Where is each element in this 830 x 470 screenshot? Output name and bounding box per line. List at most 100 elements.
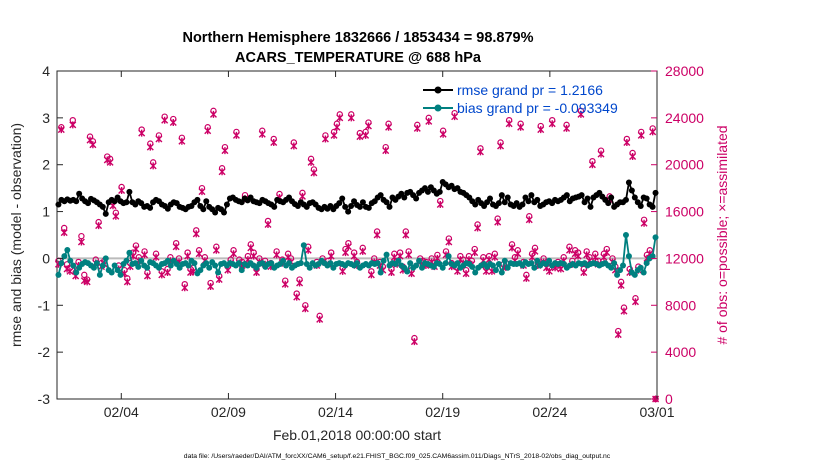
rmse-point: [194, 196, 201, 203]
assimilated-obs-point: [141, 251, 149, 259]
assimilated-obs-point: [505, 120, 513, 128]
bias-point: [472, 269, 479, 276]
bias-point: [445, 253, 452, 260]
rmse-point: [99, 203, 106, 210]
left-y-tick-label: 4: [42, 63, 50, 79]
bias-point: [297, 260, 304, 267]
bias-point: [454, 260, 461, 267]
assimilated-obs-point: [264, 220, 272, 228]
bias-point: [439, 264, 446, 271]
assimilated-obs-point: [184, 252, 192, 260]
plot-area: [56, 70, 658, 400]
assimilated-obs-point: [293, 293, 301, 301]
bias-point: [395, 257, 402, 264]
rmse-point: [212, 209, 219, 216]
bias-point: [327, 260, 334, 267]
bias-point: [167, 262, 174, 269]
assimilated-obs-point: [525, 216, 533, 224]
bias-point: [212, 262, 219, 269]
rmse-point: [383, 199, 390, 206]
bias-point: [383, 251, 390, 258]
assimilated-obs-point: [362, 131, 370, 139]
assimilated-obs-point: [528, 253, 536, 261]
bias-point: [501, 257, 508, 264]
assimilated-obs-point: [451, 113, 459, 121]
assimilated-obs-point: [436, 201, 444, 209]
bias-point: [469, 263, 476, 270]
left-y-tick-label: 3: [42, 110, 50, 126]
rmse-point: [563, 192, 570, 199]
assimilated-obs-point: [209, 110, 217, 118]
assimilated-obs-point: [258, 130, 266, 138]
assimilated-obs-point: [350, 252, 358, 260]
rmse-point: [608, 194, 615, 201]
rmse-point: [519, 201, 526, 208]
assimilated-obs-point: [66, 267, 74, 275]
bias-point: [617, 267, 624, 274]
bias-point: [280, 257, 287, 264]
assimilated-obs-point: [310, 169, 318, 177]
bias-point: [64, 246, 71, 253]
assimilated-obs-point: [198, 188, 206, 196]
assimilated-obs-point: [356, 133, 364, 141]
rmse-point: [365, 204, 372, 211]
assimilated-obs-point: [617, 281, 625, 289]
rmse-point: [649, 203, 656, 210]
bias-point: [614, 271, 621, 278]
data-file-footer: data file: /Users/raeder/DAI/ATM_forcXX/…: [184, 453, 611, 460]
assimilated-obs-point: [138, 129, 146, 137]
assimilated-obs-point: [545, 267, 553, 275]
bias-point: [640, 269, 647, 276]
bias-point: [643, 260, 650, 267]
bias-point: [111, 262, 118, 269]
bias-point: [504, 264, 511, 271]
bias-point: [99, 262, 106, 269]
bias-point: [637, 264, 644, 271]
bias-point: [238, 267, 245, 274]
rmse-point: [401, 194, 408, 201]
assimilated-obs-point: [522, 274, 530, 282]
assimilated-obs-point: [336, 114, 344, 122]
rmse-point: [501, 199, 508, 206]
assimilated-obs-point: [620, 307, 628, 315]
assimilated-obs-point: [339, 267, 347, 275]
bias-point: [268, 260, 275, 267]
x-tick-label: 02/24: [532, 404, 567, 420]
bias-point: [108, 269, 115, 276]
bias-point: [649, 253, 656, 260]
rmse-point: [495, 200, 502, 207]
assimilated-obs-point: [327, 252, 335, 260]
legend-rmse-marker: [434, 86, 442, 94]
rmse-point: [345, 208, 352, 215]
assimilated-obs-point: [344, 243, 352, 251]
right-y-tick-label: 28000: [665, 63, 704, 79]
rmse-point: [336, 200, 343, 207]
bias-point: [191, 260, 198, 267]
bias-point: [495, 261, 502, 268]
assimilated-obs-point: [382, 147, 390, 155]
assimilated-obs-point: [230, 250, 238, 258]
right-y-tick-label: 0: [665, 391, 673, 407]
assimilated-obs-point: [445, 238, 453, 246]
bias-point: [489, 262, 496, 269]
bias-point: [73, 269, 80, 276]
assimilated-obs-point: [60, 229, 68, 237]
x-tick-label: 02/04: [104, 404, 139, 420]
assimilated-obs-point: [405, 251, 413, 259]
bias-point: [185, 262, 192, 269]
bias-point: [90, 264, 97, 271]
x-tick-label: 02/09: [211, 404, 246, 420]
bias-point: [93, 260, 100, 267]
bias-point: [608, 264, 615, 271]
assimilated-obs-point: [215, 276, 223, 284]
rmse-point: [584, 195, 591, 202]
assimilated-obs-point: [557, 265, 565, 273]
assimilated-obs-point: [330, 131, 338, 139]
assimilated-obs-point: [494, 218, 502, 226]
assimilated-obs-point: [281, 280, 289, 288]
right-y-tick-label: 4000: [665, 344, 696, 360]
assimilated-obs-point: [364, 122, 372, 130]
assimilated-obs-point: [623, 138, 631, 146]
legend-rmse-label: rmse grand pr = 1.2166: [457, 82, 603, 98]
bias-point: [61, 253, 68, 260]
